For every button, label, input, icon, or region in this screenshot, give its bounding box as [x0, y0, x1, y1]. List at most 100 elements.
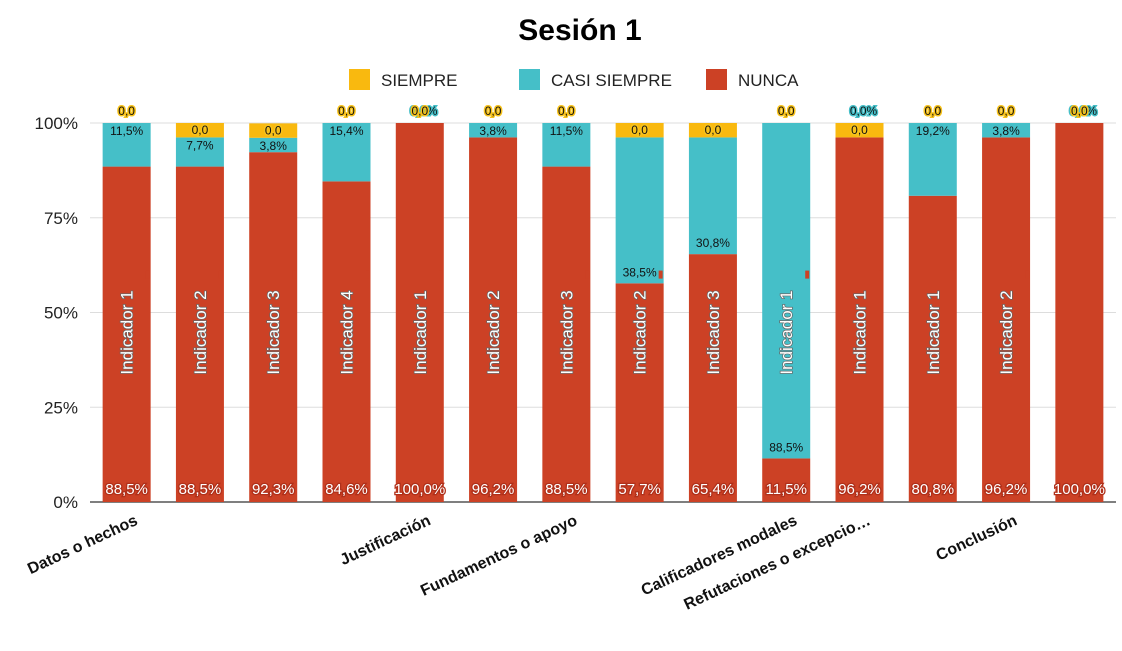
bar-segment-nunca: [615, 283, 664, 502]
indicator-marker: [731, 270, 736, 279]
legend-swatch-nunca: [706, 69, 727, 90]
bar-indicator-label: Indicador 3: [264, 290, 283, 374]
data-label-nunca: 96,2%: [472, 481, 515, 498]
bar-segment-casi-siempre: [542, 123, 591, 167]
indicator-marker: [585, 270, 590, 279]
y-tick-label: 50%: [44, 304, 78, 323]
data-label-nunca: 100,0%: [1054, 481, 1105, 498]
bar-group: 80,8% 19,2% 0,0 Indicador 1: [908, 103, 957, 502]
bar-segment-siempre: [175, 123, 224, 138]
indicator-marker: [878, 270, 883, 279]
bar-segment-nunca: [1055, 123, 1104, 502]
data-label-nunca: 84,6%: [325, 481, 368, 498]
data-label-siempre: 0,0: [998, 104, 1015, 118]
data-label-nunca: 92,3%: [252, 481, 295, 498]
bar-segment-casi-siempre: [615, 137, 664, 284]
gridlines: [90, 122, 1116, 503]
bar-segment-casi-siempre: [469, 123, 518, 138]
bar-group: 96,2% 3,8% 0,0 Indicador 2: [982, 103, 1031, 503]
data-label-siempre: 0,0: [411, 104, 428, 118]
bar-indicator-label: Indicador 3: [704, 290, 723, 374]
bars: 88,5% 11,5% 0,0 Indicador 1 88,5% 7,7% 0,0 Indi…: [102, 103, 1106, 503]
bar-segment-nunca: [395, 123, 444, 502]
bar-segment-nunca: [469, 137, 518, 503]
data-label-siempre: 0,0: [1071, 104, 1088, 118]
y-tick-label: 25%: [44, 398, 78, 417]
bar-segment-casi-siempre: [322, 123, 371, 182]
y-axis: 0% 25% 50% 75% 100%: [35, 114, 78, 512]
bar-indicator-label: Indicador 2: [997, 290, 1016, 374]
bar-indicator-label: Indicador 3: [557, 290, 576, 374]
x-tick-label: Fundamentos o apoyo: [418, 512, 580, 600]
bar-segment-nunca: [102, 166, 151, 502]
bar-group: 84,6% 15,4% 0,0 Indicador 4: [322, 103, 371, 502]
bar-segment-nunca: [762, 458, 811, 502]
data-label-siempre: 0,0: [851, 123, 868, 137]
data-label-nunca: 11,5%: [766, 481, 807, 498]
data-label-siempre: 0,0: [924, 104, 941, 118]
legend-label-nunca: NUNCA: [738, 71, 799, 90]
bar-indicator-label: Indicador 2: [484, 290, 503, 374]
bar-segment-siempre: [249, 123, 298, 138]
bar-segment-siempre: [835, 123, 884, 138]
indicator-marker: [292, 270, 297, 279]
bar-segment-nunca: [688, 254, 737, 502]
x-tick-label: Justificación: [338, 512, 434, 569]
data-label-casi-siempre: 88,5%: [769, 440, 803, 454]
indicator-marker: [658, 270, 663, 279]
bar-indicator-label: Indicador 1: [411, 290, 430, 374]
bar-segment-casi-siempre: [982, 123, 1031, 138]
data-label-siempre: 0,0: [265, 123, 282, 137]
legend-label-siempre: SIEMPRE: [381, 71, 458, 90]
data-label-siempre: 0,0: [778, 104, 795, 118]
indicator-marker: [438, 270, 443, 279]
bar-group: 100,0% 0,0%0,0 Indicador 1: [393, 103, 447, 502]
data-label-siempre: 0,0: [705, 123, 722, 137]
bar-group: 88,5% 11,5% 0,0 Indicador 3: [542, 103, 591, 502]
data-label-casi-siempre: 0,0%: [850, 104, 878, 118]
bar-segment-casi-siempre: [688, 137, 737, 255]
data-label-siempre: 0,0: [338, 104, 355, 118]
y-tick-label: 100%: [35, 114, 78, 133]
data-label-nunca: 80,8%: [912, 481, 955, 498]
bar-group: 96,2% 3,8% 0,0 Indicador 2: [469, 103, 518, 503]
data-label-nunca: 96,2%: [838, 481, 881, 498]
bar-indicator-label: Indicador 1: [851, 290, 870, 374]
indicator-marker: [218, 270, 223, 279]
bar-segment-casi-siempre: [908, 123, 957, 196]
bar-indicator-label: Indicador 2: [631, 290, 650, 374]
bar-segment-nunca: [322, 181, 371, 502]
indicator-marker: [365, 270, 370, 279]
legend-swatch-siempre: [349, 69, 370, 90]
x-tick-label: Conclusión: [934, 512, 1020, 564]
data-label-casi-siempre: 15,4%: [329, 124, 363, 138]
indicator-marker: [512, 270, 517, 279]
indicator-marker: [951, 270, 956, 279]
bar-segment-nunca: [835, 137, 884, 503]
indicator-marker: [1025, 270, 1030, 279]
legend-label-casi-siempre: CASI SIEMPRE: [551, 71, 672, 90]
bar-indicator-label: Indicador 4: [338, 290, 357, 374]
bar-group: 11,5% 88,5% 0,0 Indicador 1: [762, 103, 811, 502]
data-label-casi-siempre: 19,2%: [916, 124, 950, 138]
data-label-casi-siempre: 11,5%: [110, 124, 143, 138]
bar-group: 96,2% 0,0% 0,0 Indicador 1: [835, 103, 884, 503]
y-tick-label: 0%: [53, 493, 78, 512]
bar-group: 92,3% 3,8% 0,0 Indicador 3: [249, 122, 298, 503]
bar-group: 65,4% 30,8% 0,0 Indicador 3: [688, 122, 737, 502]
data-label-casi-siempre: 30,8%: [696, 236, 730, 250]
indicator-marker: [145, 270, 150, 279]
bar-group: 88,5% 11,5% 0,0 Indicador 1: [102, 103, 151, 502]
bar-group: 57,7% 38,5% 0,0 Indicador 2: [615, 122, 664, 502]
data-label-casi-siempre: 7,7%: [186, 138, 214, 152]
legend-swatch-casi-siempre: [519, 69, 540, 90]
data-label-nunca: 100,0%: [394, 481, 445, 498]
data-label-nunca: 57,7%: [618, 481, 661, 498]
data-label-casi-siempre: 3,8%: [260, 139, 288, 153]
indicator-marker: [805, 270, 810, 279]
bar-group: 100,0% 0,0%0,0: [1053, 103, 1106, 502]
data-label-nunca: 65,4%: [692, 481, 735, 498]
legend: SIEMPRE CASI SIEMPRE NUNCA: [349, 69, 799, 90]
data-label-nunca: 88,5%: [105, 481, 148, 498]
